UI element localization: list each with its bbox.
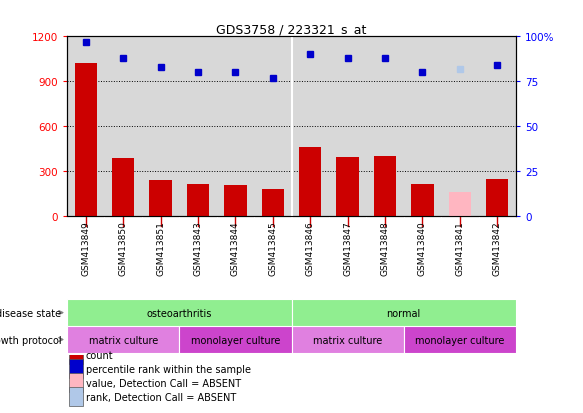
Bar xyxy=(149,181,172,217)
Text: growth protocol: growth protocol xyxy=(0,335,61,345)
Text: GSM413848: GSM413848 xyxy=(381,221,389,275)
Bar xyxy=(448,193,471,217)
Bar xyxy=(299,148,321,217)
Text: matrix culture: matrix culture xyxy=(89,335,158,345)
Bar xyxy=(292,326,403,353)
Bar xyxy=(69,373,83,392)
Bar xyxy=(69,387,83,406)
Text: monolayer culture: monolayer culture xyxy=(191,335,280,345)
Text: osteoarthritis: osteoarthritis xyxy=(146,308,212,318)
Title: GDS3758 / 223321_s_at: GDS3758 / 223321_s_at xyxy=(216,23,367,36)
Bar xyxy=(486,179,508,217)
Text: rank, Detection Call = ABSENT: rank, Detection Call = ABSENT xyxy=(86,392,236,402)
Text: value, Detection Call = ABSENT: value, Detection Call = ABSENT xyxy=(86,378,241,388)
Text: count: count xyxy=(86,350,114,360)
Bar xyxy=(403,326,516,353)
Text: GSM413844: GSM413844 xyxy=(231,221,240,275)
Text: normal: normal xyxy=(387,308,421,318)
Text: matrix culture: matrix culture xyxy=(313,335,382,345)
Bar xyxy=(180,326,292,353)
Bar xyxy=(292,299,516,326)
Text: monolayer culture: monolayer culture xyxy=(415,335,504,345)
Bar xyxy=(112,159,134,217)
Text: GSM413845: GSM413845 xyxy=(268,221,278,275)
Bar xyxy=(262,190,284,217)
Text: GSM413842: GSM413842 xyxy=(493,221,502,275)
Bar xyxy=(69,346,83,364)
Text: GSM413847: GSM413847 xyxy=(343,221,352,275)
Bar xyxy=(374,157,396,217)
Text: percentile rank within the sample: percentile rank within the sample xyxy=(86,364,251,374)
Text: GSM413843: GSM413843 xyxy=(194,221,202,275)
Bar xyxy=(224,185,247,217)
Text: GSM413850: GSM413850 xyxy=(119,221,128,276)
Bar xyxy=(187,185,209,217)
Text: GSM413846: GSM413846 xyxy=(305,221,315,275)
Bar xyxy=(69,359,83,378)
Bar xyxy=(67,299,292,326)
Text: GSM413841: GSM413841 xyxy=(455,221,464,275)
Bar xyxy=(411,185,434,217)
Text: GSM413849: GSM413849 xyxy=(81,221,90,275)
Text: disease state: disease state xyxy=(0,308,61,318)
Text: GSM413840: GSM413840 xyxy=(418,221,427,275)
Bar xyxy=(67,326,180,353)
Text: GSM413851: GSM413851 xyxy=(156,221,165,276)
Bar xyxy=(336,158,359,217)
Bar xyxy=(75,64,97,217)
